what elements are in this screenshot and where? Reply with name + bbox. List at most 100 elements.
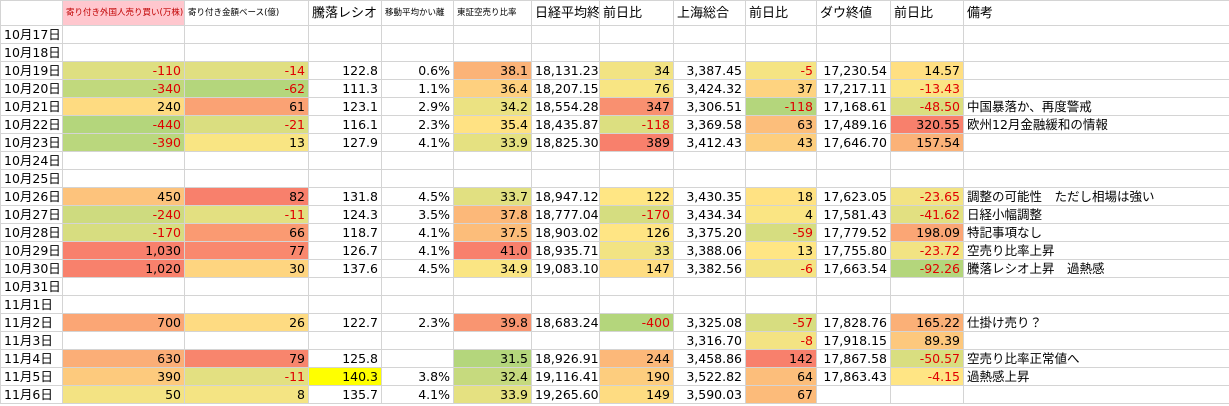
- value-cell: 3,424.32: [673, 79, 746, 98]
- value-cell: 122.7: [308, 313, 382, 332]
- value-cell: [599, 295, 674, 314]
- value-cell: 17,581.43: [816, 205, 891, 224]
- value-cell: [531, 151, 600, 170]
- value-cell: 18: [745, 187, 817, 206]
- value-cell: 17,623.05: [816, 187, 891, 206]
- value-cell: [816, 295, 891, 314]
- header-cell: 日経平均終値: [531, 0, 600, 26]
- date-cell: 10月24日: [0, 151, 63, 170]
- value-cell: [599, 151, 674, 170]
- value-cell: [816, 43, 891, 62]
- value-cell: 450: [62, 187, 185, 206]
- value-cell: -400: [599, 313, 674, 332]
- value-cell: 4.1%: [381, 133, 454, 152]
- value-cell: 3,382.56: [673, 259, 746, 278]
- value-cell: [745, 151, 817, 170]
- value-cell: [599, 331, 674, 350]
- value-cell: [453, 25, 532, 44]
- note-cell: [963, 151, 1229, 170]
- value-cell: 19,116.41: [531, 367, 600, 386]
- value-cell: [62, 331, 185, 350]
- value-cell: 17,663.54: [816, 259, 891, 278]
- header-cell: [0, 0, 63, 26]
- data-row: 10月19日 -110 -14 122.8 0.6% 38.1 18,131.23 34 3,3…: [0, 61, 1229, 80]
- value-cell: 14.57: [890, 61, 964, 80]
- value-cell: 126: [599, 223, 674, 242]
- value-cell: [673, 43, 746, 62]
- value-cell: 118.7: [308, 223, 382, 242]
- value-cell: 18,926.91: [531, 349, 600, 368]
- value-cell: [816, 151, 891, 170]
- date-cell: 10月29日: [0, 241, 63, 260]
- value-cell: [308, 295, 382, 314]
- value-cell: [890, 43, 964, 62]
- note-cell: [963, 79, 1229, 98]
- note-cell: 過熱感上昇: [963, 367, 1229, 386]
- value-cell: -21: [184, 115, 309, 134]
- value-cell: 3,316.70: [673, 331, 746, 350]
- value-cell: 8: [184, 385, 309, 404]
- data-row: 10月24日: [0, 151, 1229, 170]
- value-cell: 33.9: [453, 133, 532, 152]
- value-cell: 43: [745, 133, 817, 152]
- value-cell: -170: [599, 205, 674, 224]
- value-cell: [599, 277, 674, 296]
- note-cell: 特記事項なし: [963, 223, 1229, 242]
- value-cell: -14: [184, 61, 309, 80]
- data-row: 10月23日 -390 13 127.9 4.1% 33.9 18,825.30 389 3,4…: [0, 133, 1229, 152]
- value-cell: [531, 25, 600, 44]
- value-cell: -48.50: [890, 97, 964, 116]
- date-cell: 10月21日: [0, 97, 63, 116]
- value-cell: [62, 25, 185, 44]
- note-cell: 中国暴落か、再度警戒: [963, 97, 1229, 116]
- value-cell: 3,325.08: [673, 313, 746, 332]
- value-cell: 17,489.16: [816, 115, 891, 134]
- value-cell: [890, 277, 964, 296]
- value-cell: [381, 277, 454, 296]
- value-cell: 64: [745, 367, 817, 386]
- value-cell: 30: [184, 259, 309, 278]
- value-cell: [599, 25, 674, 44]
- value-cell: 3,412.43: [673, 133, 746, 152]
- value-cell: 17,230.54: [816, 61, 891, 80]
- value-cell: 0.6%: [381, 61, 454, 80]
- date-cell: 11月6日: [0, 385, 63, 404]
- value-cell: 33.7: [453, 187, 532, 206]
- value-cell: 17,867.58: [816, 349, 891, 368]
- value-cell: 17,168.61: [816, 97, 891, 116]
- data-row: 10月22日 -440 -21 116.1 2.3% 35.4 18,435.87 -118 3…: [0, 115, 1229, 134]
- value-cell: [890, 169, 964, 188]
- value-cell: [816, 25, 891, 44]
- date-cell: 10月19日: [0, 61, 63, 80]
- date-cell: 10月23日: [0, 133, 63, 152]
- data-row: 10月30日 1,020 30 137.6 4.5% 34.9 19,083.10 147 3,…: [0, 259, 1229, 278]
- data-row: 10月18日: [0, 43, 1229, 62]
- value-cell: 18,935.71: [531, 241, 600, 260]
- value-cell: [381, 151, 454, 170]
- value-cell: 135.7: [308, 385, 382, 404]
- value-cell: [531, 169, 600, 188]
- value-cell: 26: [184, 313, 309, 332]
- value-cell: [381, 25, 454, 44]
- value-cell: -59: [745, 223, 817, 242]
- value-cell: 3,434.34: [673, 205, 746, 224]
- value-cell: 18,207.15: [531, 79, 600, 98]
- value-cell: [673, 277, 746, 296]
- note-cell: 日経小幅調整: [963, 205, 1229, 224]
- value-cell: 389: [599, 133, 674, 152]
- value-cell: 123.1: [308, 97, 382, 116]
- value-cell: 17,779.52: [816, 223, 891, 242]
- value-cell: 4.1%: [381, 223, 454, 242]
- data-row: 11月2日 700 26 122.7 2.3% 39.8 18,683.24 -400 3,32…: [0, 313, 1229, 332]
- value-cell: [453, 151, 532, 170]
- date-cell: 10月25日: [0, 169, 63, 188]
- value-cell: 111.3: [308, 79, 382, 98]
- value-cell: 76: [599, 79, 674, 98]
- value-cell: 36.4: [453, 79, 532, 98]
- date-cell: 10月26日: [0, 187, 63, 206]
- value-cell: 17,755.80: [816, 241, 891, 260]
- data-row: 10月28日 -170 66 118.7 4.1% 37.5 18,903.02 126 3,3…: [0, 223, 1229, 242]
- note-cell: 空売り比率上昇: [963, 241, 1229, 260]
- value-cell: -11: [184, 205, 309, 224]
- value-cell: 140.3: [308, 367, 382, 386]
